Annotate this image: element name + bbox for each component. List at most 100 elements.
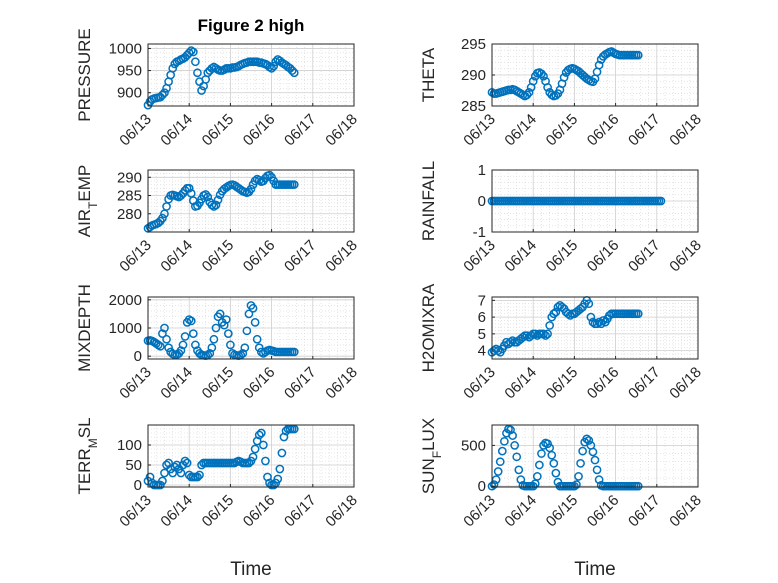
data-point — [584, 299, 594, 309]
data-point — [656, 196, 666, 206]
y-tick-label: 1000 — [109, 40, 142, 57]
data-point — [530, 329, 540, 339]
data-points — [143, 424, 299, 490]
axes-box — [491, 296, 699, 360]
y-tick-label: 0 — [134, 348, 142, 365]
data-point — [594, 475, 604, 485]
data-point — [186, 316, 196, 326]
data-point — [256, 428, 266, 438]
data-point — [586, 312, 596, 322]
data-point — [528, 76, 538, 86]
data-point — [168, 64, 178, 73]
y-tick-label: -1 — [473, 224, 486, 241]
data-point — [176, 346, 186, 355]
data-points — [143, 46, 299, 110]
y-tick-label: 290 — [461, 67, 486, 84]
data-point — [207, 343, 217, 353]
y-label-main: MIXDEPTH — [75, 284, 94, 372]
data-point — [495, 457, 505, 467]
y-tick-label: 280 — [117, 206, 142, 223]
y-axis-label: RAINFALL — [419, 161, 438, 241]
data-point — [572, 480, 581, 489]
data-point — [508, 336, 517, 345]
y-tick-label: 0 — [478, 478, 486, 495]
subplot-mixdepth: 06/13 06/14 06/15 06/16 06/17 06/18010002000M… — [75, 284, 361, 402]
data-points — [487, 47, 643, 101]
data-points — [143, 170, 299, 233]
data-point — [537, 449, 546, 458]
data-point — [250, 444, 260, 454]
data-point — [158, 90, 167, 100]
data-point — [261, 456, 270, 466]
data-point — [578, 446, 587, 456]
data-point — [570, 481, 579, 491]
data-point — [244, 458, 254, 468]
data-point — [178, 340, 188, 350]
y-tick-label: 50 — [125, 457, 142, 474]
data-point — [551, 307, 561, 317]
data-point — [265, 170, 274, 180]
data-point — [188, 329, 198, 338]
figure-title: Figure 2 high — [198, 16, 305, 35]
data-point — [269, 480, 279, 490]
data-point — [545, 321, 555, 330]
data-point — [508, 431, 517, 440]
data-point — [287, 66, 297, 75]
data-point — [184, 48, 194, 58]
y-label-main: SUN — [419, 458, 438, 494]
y-label-subscript: M — [86, 438, 100, 448]
data-point — [506, 425, 515, 435]
data-point — [273, 474, 283, 484]
data-point — [160, 468, 169, 478]
data-point — [500, 436, 509, 446]
data-point — [254, 430, 264, 440]
data-point — [246, 184, 256, 194]
data-point — [549, 309, 559, 319]
data-point — [584, 436, 594, 445]
y-tick-label: 285 — [117, 188, 142, 205]
y-tick-label: 7 — [478, 292, 486, 309]
data-point — [252, 334, 262, 344]
data-point — [207, 200, 217, 210]
data-point — [271, 57, 281, 67]
y-tick-label: 1000 — [109, 320, 142, 337]
data-point — [188, 47, 198, 57]
data-point — [160, 88, 169, 98]
data-point — [201, 190, 211, 199]
data-point — [209, 334, 219, 344]
data-point — [576, 304, 585, 314]
data-point — [205, 349, 215, 358]
data-point — [633, 481, 643, 491]
axes-box — [147, 424, 355, 488]
y-tick-label: 900 — [117, 85, 142, 102]
data-point — [211, 323, 221, 333]
data-point — [184, 183, 194, 193]
data-point — [223, 329, 233, 338]
data-point — [535, 460, 544, 470]
data-points — [143, 301, 299, 360]
data-point — [180, 456, 190, 466]
data-point — [277, 448, 287, 458]
data-point — [254, 343, 264, 353]
data-point — [522, 90, 532, 100]
data-point — [244, 309, 254, 319]
data-points — [487, 296, 643, 357]
data-point — [514, 465, 524, 475]
axes-background — [148, 425, 354, 487]
data-point — [547, 450, 557, 460]
data-point — [633, 50, 643, 60]
data-point — [289, 347, 299, 357]
y-tick-label: 1 — [478, 162, 486, 179]
data-point — [541, 331, 550, 340]
axes-box — [491, 424, 699, 488]
axes-box — [147, 296, 355, 360]
data-point — [633, 309, 643, 319]
data-point — [256, 347, 266, 357]
data-point — [526, 331, 536, 340]
data-point — [543, 329, 552, 339]
data-point — [551, 91, 561, 100]
data-point — [153, 340, 163, 350]
data-point — [592, 465, 602, 475]
data-point — [250, 318, 260, 327]
